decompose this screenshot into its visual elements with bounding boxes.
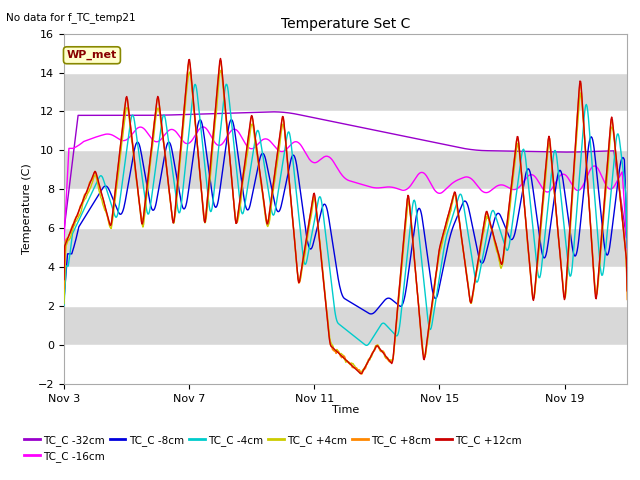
TC_C +8cm: [420, 355, 428, 360]
Bar: [64, 345, 627, 384]
Line: TC_C -32cm: TC_C -32cm: [64, 112, 627, 243]
TC_C -8cm: [388, 297, 396, 303]
TC_C +8cm: [489, 230, 497, 236]
X-axis label: Time: Time: [332, 405, 359, 415]
Legend: TC_C -32cm, TC_C -16cm, TC_C -8cm, TC_C -4cm, TC_C +4cm, TC_C +8cm, TC_C +12cm: TC_C -32cm, TC_C -16cm, TC_C -8cm, TC_C …: [24, 435, 522, 462]
TC_C -16cm: [488, 187, 496, 192]
TC_C -32cm: [269, 109, 276, 115]
Bar: [64, 34, 627, 72]
TC_C +8cm: [60, 286, 68, 292]
Line: TC_C -8cm: TC_C -8cm: [64, 120, 627, 314]
Line: TC_C +8cm: TC_C +8cm: [64, 60, 627, 374]
TC_C -16cm: [60, 237, 68, 243]
TC_C +8cm: [217, 58, 225, 63]
TC_C -4cm: [222, 82, 230, 87]
TC_C -16cm: [623, 248, 631, 253]
TC_C -32cm: [388, 131, 396, 137]
TC_C -16cm: [388, 184, 396, 190]
TC_C -32cm: [60, 228, 68, 233]
TC_C -4cm: [547, 180, 554, 186]
TC_C +12cm: [60, 276, 68, 282]
TC_C +4cm: [547, 146, 554, 152]
TC_C -8cm: [367, 311, 375, 317]
Y-axis label: Temperature (C): Temperature (C): [22, 163, 32, 254]
TC_C -8cm: [489, 224, 497, 230]
TC_C +8cm: [403, 196, 411, 202]
TC_C -8cm: [420, 229, 428, 235]
TC_C +12cm: [489, 229, 497, 235]
TC_C -8cm: [623, 235, 631, 240]
TC_C -32cm: [546, 149, 554, 155]
TC_C -8cm: [547, 224, 554, 229]
TC_C -8cm: [227, 117, 235, 123]
TC_C -4cm: [420, 282, 428, 288]
Line: TC_C -16cm: TC_C -16cm: [64, 127, 627, 251]
TC_C +12cm: [95, 179, 102, 185]
TC_C +4cm: [218, 67, 225, 73]
TC_C -32cm: [420, 137, 428, 143]
TC_C +12cm: [388, 359, 396, 365]
TC_C +12cm: [403, 196, 411, 202]
Text: WP_met: WP_met: [67, 50, 117, 60]
TC_C -4cm: [489, 208, 497, 214]
TC_C -8cm: [95, 192, 102, 198]
TC_C +4cm: [356, 371, 364, 376]
TC_C -8cm: [403, 278, 411, 284]
Bar: [64, 267, 627, 306]
Bar: [64, 111, 627, 150]
TC_C +8cm: [388, 358, 396, 363]
TC_C -32cm: [623, 240, 631, 246]
Line: TC_C +12cm: TC_C +12cm: [64, 59, 627, 373]
TC_C +4cm: [623, 287, 631, 292]
TC_C -4cm: [388, 329, 396, 335]
TC_C +8cm: [358, 371, 365, 377]
TC_C +12cm: [420, 357, 428, 362]
Line: TC_C +4cm: TC_C +4cm: [64, 70, 627, 373]
TC_C -16cm: [546, 188, 554, 194]
TC_C -4cm: [60, 303, 68, 309]
Line: TC_C -4cm: TC_C -4cm: [64, 84, 627, 345]
TC_C +12cm: [623, 288, 631, 294]
Title: Temperature Set C: Temperature Set C: [281, 17, 410, 31]
TC_C +4cm: [489, 228, 497, 234]
TC_C -4cm: [623, 245, 631, 251]
TC_C +4cm: [95, 186, 102, 192]
TC_C +8cm: [623, 297, 631, 302]
TC_C +12cm: [357, 371, 365, 376]
TC_C -32cm: [403, 134, 410, 140]
Bar: [64, 189, 627, 228]
TC_C -32cm: [95, 112, 102, 118]
TC_C -16cm: [95, 133, 102, 139]
TC_C +12cm: [547, 144, 554, 149]
TC_C +8cm: [95, 181, 102, 187]
TC_C -8cm: [60, 297, 68, 302]
TC_C -16cm: [403, 187, 410, 192]
TC_C +12cm: [217, 56, 225, 61]
TC_C +8cm: [547, 141, 554, 147]
TC_C -32cm: [488, 148, 496, 154]
TC_C +4cm: [420, 354, 428, 360]
TC_C +4cm: [388, 357, 396, 362]
TC_C -4cm: [403, 252, 411, 258]
TC_C -4cm: [362, 342, 370, 348]
TC_C +4cm: [403, 206, 411, 212]
TC_C +4cm: [60, 300, 68, 306]
Text: No data for f_TC_temp21: No data for f_TC_temp21: [6, 12, 136, 23]
TC_C -4cm: [95, 176, 102, 181]
TC_C -16cm: [199, 124, 207, 130]
TC_C -16cm: [420, 170, 428, 176]
